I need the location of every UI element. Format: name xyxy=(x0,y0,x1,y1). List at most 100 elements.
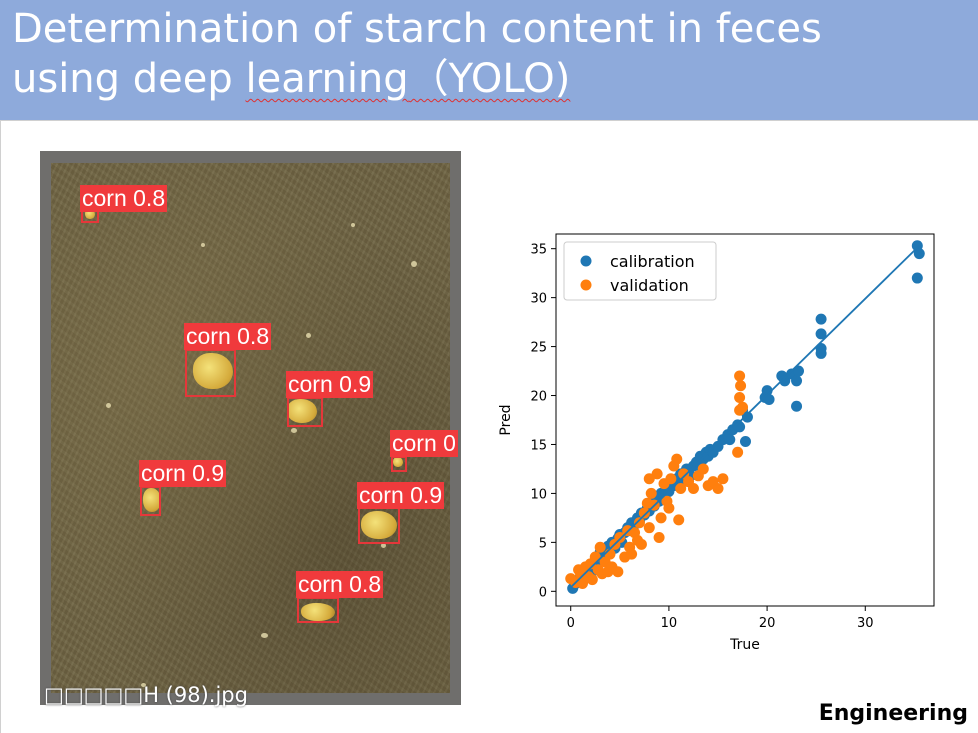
y-tick-label: 35 xyxy=(530,243,547,258)
x-tick-label: 10 xyxy=(661,616,678,631)
corn-kernel xyxy=(85,209,95,219)
x-axis-label: True xyxy=(729,637,760,653)
detection-label: corn 0.9 xyxy=(286,371,374,398)
detection-label: corn 0 xyxy=(390,430,458,457)
validation-point xyxy=(734,370,746,382)
fit-line xyxy=(570,245,920,589)
detection-label: corn 0.9 xyxy=(139,460,227,487)
y-tick-label: 30 xyxy=(530,292,547,307)
corn-kernel xyxy=(301,603,335,621)
calibration-point xyxy=(911,272,923,284)
x-tick-label: 20 xyxy=(759,616,776,631)
validation-point xyxy=(586,574,598,586)
detection-box xyxy=(297,597,339,623)
calibration-point xyxy=(815,328,827,340)
x-tick-label: 0 xyxy=(567,616,575,631)
speck xyxy=(261,633,268,638)
validation-point xyxy=(671,453,683,465)
footer-label: Engineering xyxy=(818,701,968,726)
validation-point xyxy=(737,401,749,413)
validation-point xyxy=(734,391,746,403)
validation-point xyxy=(687,483,699,495)
corn-kernel xyxy=(361,511,397,539)
validation-point xyxy=(673,514,685,526)
detection-image xyxy=(51,163,450,693)
validation-point xyxy=(594,541,606,553)
speck xyxy=(411,261,417,267)
detection-clip: corn 0 xyxy=(380,420,461,480)
validation-point xyxy=(635,538,647,550)
validation-point xyxy=(626,548,638,560)
title-part-c: （YOLO) xyxy=(408,56,571,102)
speck xyxy=(106,403,111,408)
y-tick-label: 0 xyxy=(539,585,547,600)
y-axis-label: Pred xyxy=(498,404,514,435)
validation-point xyxy=(604,548,616,560)
calibration-point xyxy=(793,365,805,377)
image-filename: □□□□□H (98).jpg xyxy=(44,683,248,707)
detection-box xyxy=(185,349,236,397)
validation-point xyxy=(638,507,650,519)
validation-point xyxy=(663,502,675,514)
y-tick-label: 5 xyxy=(539,536,547,551)
validation-point xyxy=(675,483,687,495)
title-part-a: using deep xyxy=(12,56,246,102)
legend-box xyxy=(563,241,717,301)
speck xyxy=(141,683,146,687)
speck xyxy=(291,428,297,433)
y-tick-label: 20 xyxy=(530,390,547,405)
calibration-point xyxy=(913,248,925,260)
detection-label: corn 0.8 xyxy=(296,571,384,598)
validation-point xyxy=(651,468,663,480)
slide-title-line-1: Determination of starch content in feces xyxy=(12,6,822,52)
legend-entry: calibration xyxy=(610,252,695,271)
validation-point xyxy=(643,473,655,485)
detection-box xyxy=(391,456,407,472)
validation-point xyxy=(614,531,626,543)
speck xyxy=(381,543,386,548)
calibration-point xyxy=(815,313,827,325)
detection-label: corn 0.8 xyxy=(184,323,272,350)
x-tick-label: 30 xyxy=(857,616,874,631)
slide-frame-left xyxy=(0,120,1,733)
legend-marker xyxy=(580,279,592,291)
speck xyxy=(351,223,355,227)
y-tick-label: 25 xyxy=(530,341,547,356)
validation-point xyxy=(655,512,667,524)
validation-point xyxy=(612,566,624,578)
validation-point xyxy=(717,473,729,485)
detection-box xyxy=(358,507,400,544)
detection-box xyxy=(140,486,161,516)
corn-kernel xyxy=(287,399,317,423)
detection-label: corn 0.8 xyxy=(80,185,168,212)
validation-point xyxy=(732,446,744,458)
speck xyxy=(306,333,311,338)
validation-point xyxy=(697,463,709,475)
detection-box xyxy=(287,397,323,427)
calibration-point xyxy=(791,375,803,387)
corn-kernel xyxy=(393,457,403,467)
y-tick-label: 15 xyxy=(530,438,547,453)
title-bar xyxy=(0,0,978,120)
validation-point xyxy=(653,531,665,543)
title-part-b: learning xyxy=(245,56,409,102)
validation-point xyxy=(633,517,645,529)
validation-point xyxy=(712,483,724,495)
validation-point xyxy=(645,487,657,499)
corn-kernel xyxy=(143,488,161,512)
calibration-point xyxy=(791,400,803,412)
validation-point xyxy=(589,551,601,563)
corn-kernel xyxy=(193,353,233,389)
calibration-point xyxy=(779,375,791,387)
calibration-point xyxy=(815,347,827,359)
validation-point xyxy=(678,468,690,480)
validation-point xyxy=(643,522,655,534)
detection-label: corn 0.9 xyxy=(357,482,445,509)
scatter-chart: 0 10 20 30 0 5 10 15 20 25 30 35 True Pred calibration… xyxy=(498,233,935,653)
validation-point xyxy=(735,380,747,392)
calibration-point xyxy=(741,411,753,423)
slide-frame-top xyxy=(0,120,978,121)
legend-marker xyxy=(580,255,592,267)
legend-entry: validation xyxy=(610,276,689,295)
calibration-point xyxy=(739,436,751,448)
